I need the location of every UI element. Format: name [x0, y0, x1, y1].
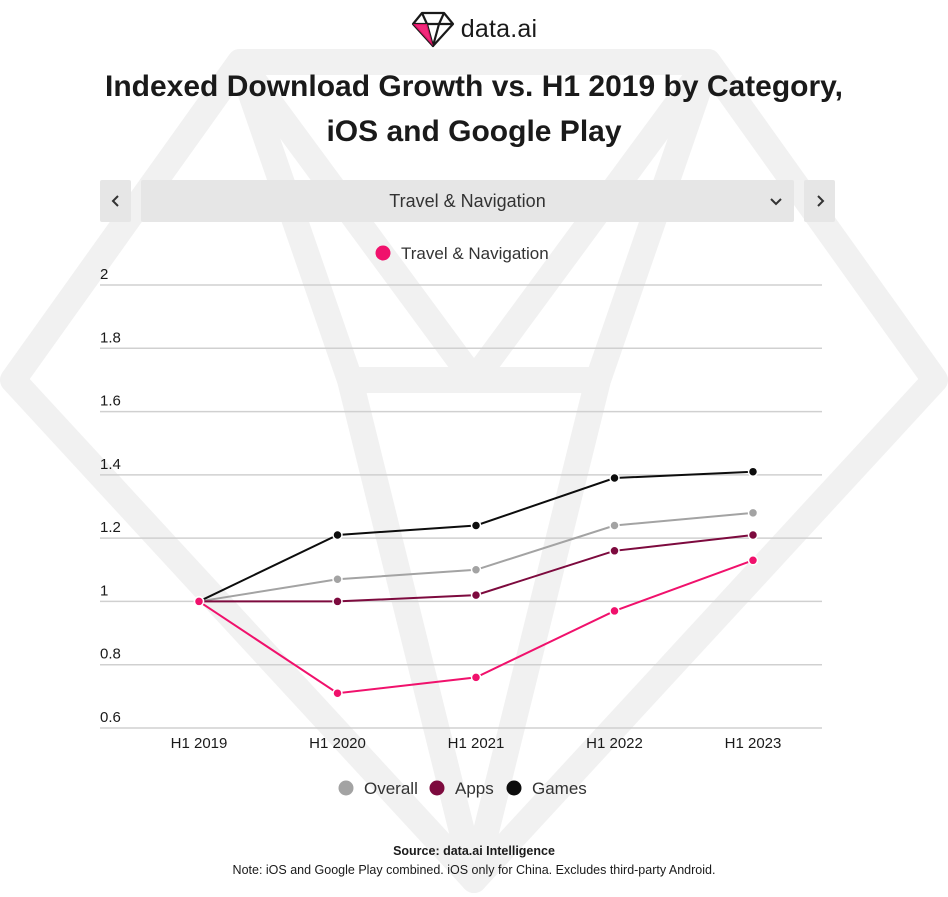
data-point-overall — [747, 507, 759, 519]
data-point-apps — [747, 529, 759, 541]
legend-label: Games — [532, 779, 587, 798]
legend-label: Apps — [455, 779, 494, 798]
data-point-travel-navigation — [332, 687, 343, 699]
y-tick-label: 1 — [100, 582, 108, 599]
x-tick-label: H1 2021 — [448, 735, 505, 752]
series-line-games — [198, 470, 754, 603]
data-point-games — [609, 472, 620, 484]
data-point-overall — [609, 520, 620, 531]
x-axis: H1 2019 H1 2020 H1 2021 H1 2022 H1 2023 — [171, 735, 782, 752]
y-axis: 2 1.8 1.6 1.4 1.2 1 0.8 0.6 — [100, 266, 121, 726]
x-tick-label: H1 2022 — [586, 735, 643, 752]
y-tick-label: 1.2 — [100, 519, 121, 536]
grid — [100, 284, 822, 729]
legend-marker — [375, 245, 391, 261]
x-tick-label: H1 2023 — [725, 735, 782, 752]
logo-text: data.ai — [460, 14, 538, 43]
y-tick-label: 2 — [100, 266, 108, 283]
x-tick-label: H1 2019 — [171, 735, 228, 752]
legend-marker — [506, 780, 522, 796]
note-text: Note: iOS and Google Play combined. iOS … — [232, 863, 716, 877]
category-select[interactable]: Travel & Navigation — [141, 180, 794, 222]
legend-marker — [338, 780, 354, 796]
legend-label: Travel & Navigation — [401, 244, 549, 263]
diamond-logo-icon — [411, 11, 454, 48]
next-category-button[interactable] — [804, 180, 835, 222]
chevron-right-icon — [816, 195, 824, 207]
data-point-travel-navigation — [747, 555, 759, 566]
top-legend: Travel & Navigation — [375, 244, 549, 263]
x-tick-label: H1 2020 — [309, 735, 366, 752]
data-point-apps — [470, 589, 482, 601]
data-point-apps — [332, 596, 343, 607]
source-text: Source: data.ai Intelligence — [393, 844, 555, 858]
chevron-left-icon — [111, 195, 119, 207]
y-tick-label: 1.4 — [100, 456, 121, 473]
title-line-2: iOS and Google Play — [326, 115, 622, 148]
series-group — [193, 466, 759, 699]
data-point-games — [332, 529, 343, 541]
y-tick-label: 1.6 — [100, 393, 121, 410]
data-point-apps — [609, 545, 620, 557]
chevron-down-icon — [770, 198, 782, 206]
data-point-travel-navigation — [470, 672, 482, 683]
legend-label: Overall — [364, 779, 418, 798]
title-line-1: Indexed Download Growth vs. H1 2019 by C… — [105, 70, 843, 103]
logo: data.ai — [0, 10, 948, 48]
y-tick-label: 0.8 — [100, 646, 121, 663]
data-point-overall — [470, 564, 482, 576]
y-tick-label: 1.8 — [100, 329, 121, 346]
data-point-games — [747, 466, 759, 477]
y-tick-label: 0.6 — [100, 709, 121, 726]
data-point-games — [470, 520, 482, 531]
data-point-travel-navigation — [609, 605, 620, 617]
category-select-value: Travel & Navigation — [389, 191, 546, 211]
previous-category-button[interactable] — [100, 180, 131, 222]
data-point-travel-navigation — [193, 596, 205, 607]
legend-marker — [429, 780, 445, 796]
page-title: Indexed Download Growth vs. H1 2019 by C… — [0, 64, 948, 154]
bottom-legend: Overall Apps Games — [338, 779, 587, 798]
data-point-overall — [332, 574, 343, 585]
